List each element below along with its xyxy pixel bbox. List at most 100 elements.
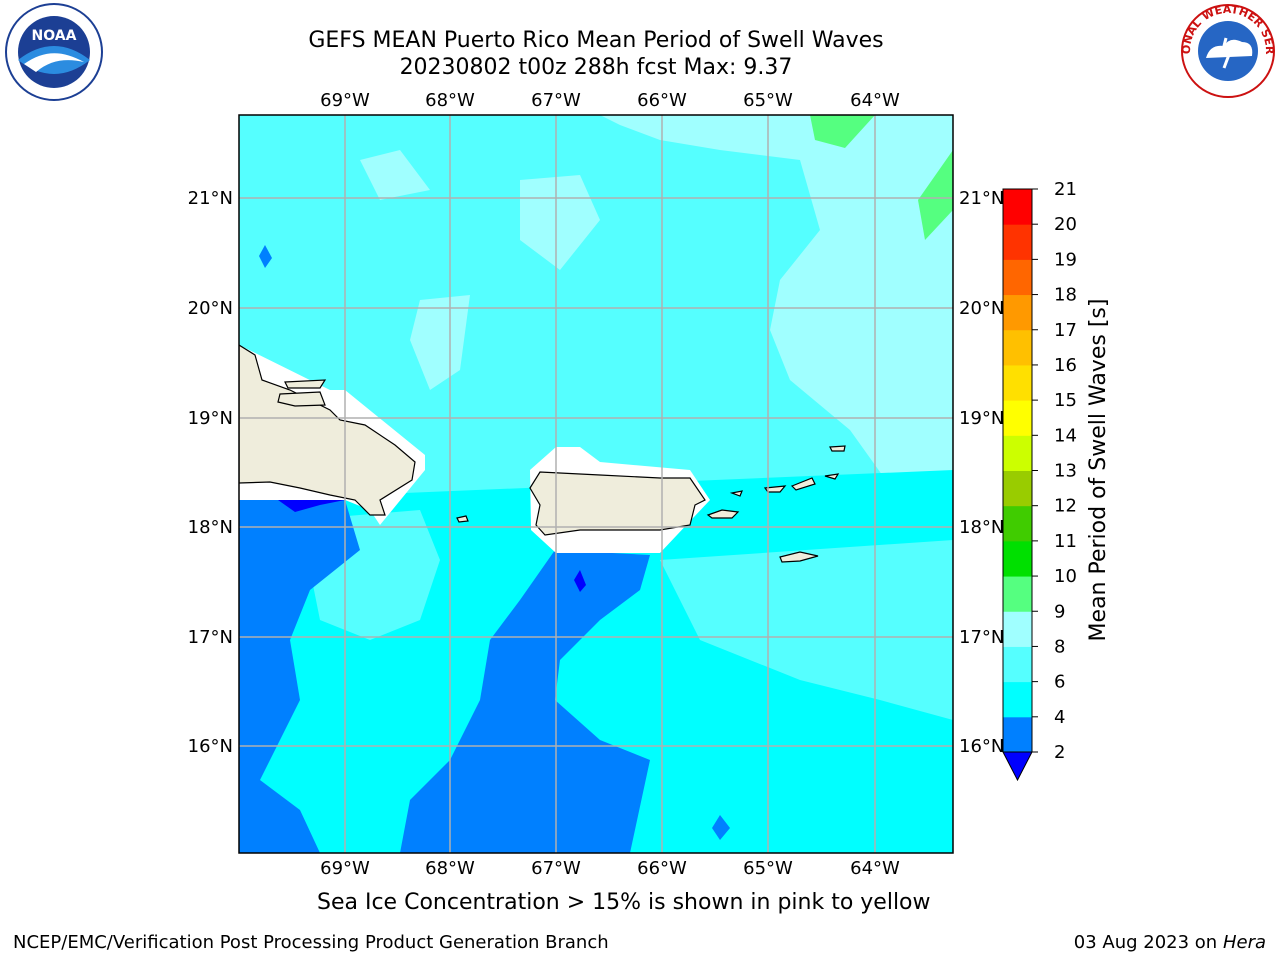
colorbar-tick-label: 13	[1054, 461, 1077, 482]
colorbar-tick-label: 10	[1054, 566, 1077, 587]
latitude-labels-right: 21°N 20°N 19°N 18°N 17°N 16°N	[959, 188, 1004, 757]
hispaniola-land	[239, 344, 416, 516]
island-vieques	[706, 509, 740, 519]
map-subtitle: 20230802 t00z 288h fcst Max: 9.37	[399, 55, 793, 80]
contour-8-southeast	[660, 540, 953, 720]
colorbar: 2 4 6 8 9 10 11 12 13 14 15 16 17 18 19 20 21	[1002, 179, 1077, 782]
colorbar-segment	[1003, 576, 1032, 612]
lat-label-right: 16°N	[959, 736, 1004, 757]
contour-4-6-spot	[712, 815, 730, 840]
colorbar-tick-label: 19	[1054, 249, 1077, 270]
island-culebra	[729, 490, 743, 497]
date-stamp: 03 Aug 2023 on Hera	[1074, 932, 1266, 953]
contour-2-4-west	[278, 500, 345, 512]
colorbar-tick-label: 12	[1054, 496, 1077, 517]
contour-4-6-central	[400, 550, 650, 853]
lon-label-top: 66°W	[637, 90, 687, 111]
colorbar-segment	[1003, 259, 1032, 296]
contour-4-6-west	[239, 500, 360, 853]
machine-name: Hera	[1222, 932, 1266, 953]
island-tortuga	[284, 379, 327, 389]
lon-label-bottom: 64°W	[850, 858, 900, 879]
noaa-logo: NOAA	[5, 3, 103, 101]
colorbar-segment	[1003, 646, 1032, 683]
colorbar-tick-label: 4	[1054, 707, 1065, 728]
colorbar-tick-label: 17	[1054, 320, 1077, 341]
colorbar-segment	[1003, 611, 1032, 647]
colorbar-segment	[1003, 681, 1032, 718]
colorbar-segment	[1003, 329, 1032, 366]
lat-label-right: 17°N	[959, 627, 1004, 648]
lon-label-top: 69°W	[320, 90, 370, 111]
longitude-labels-bottom: 69°W 68°W 67°W 66°W 65°W 64°W	[320, 858, 900, 879]
lat-label-left: 16°N	[188, 736, 233, 757]
contour-4-6-north	[259, 245, 272, 268]
colorbar-tick-label: 21	[1054, 179, 1077, 200]
lat-label-left: 17°N	[188, 627, 233, 648]
lat-label-left: 21°N	[188, 188, 233, 209]
lat-label-right: 20°N	[959, 298, 1004, 319]
credit-text: NCEP/EMC/Verification Post Processing Pr…	[13, 932, 609, 953]
colorbar-segment	[1003, 364, 1032, 401]
island-virgin-gorda	[824, 473, 840, 480]
contour-9-10-north	[810, 115, 875, 148]
lon-label-top: 68°W	[425, 90, 475, 111]
colorbar-segment	[1003, 470, 1032, 507]
lon-label-bottom: 65°W	[743, 858, 793, 879]
sea-ice-caption: Sea Ice Concentration > 15% is shown in …	[317, 890, 931, 915]
lat-label-right: 19°N	[959, 408, 1004, 429]
colorbar-tick-label: 8	[1054, 636, 1065, 657]
colorbar-segment	[1003, 400, 1032, 436]
lon-label-top: 65°W	[743, 90, 793, 111]
colorbar-tick-label: 18	[1054, 285, 1077, 306]
colorbar-tick-label: 15	[1054, 390, 1077, 411]
island-st-thomas	[763, 485, 787, 493]
island-anegada	[829, 445, 846, 452]
colorbar-segment	[1003, 189, 1032, 225]
date-text: 03 Aug 2023 on	[1073, 932, 1218, 953]
colorbar-tick-label: 16	[1054, 355, 1077, 376]
lat-label-left: 19°N	[188, 408, 233, 429]
colorbar-segment	[1003, 505, 1032, 542]
colorbar-tick-label: 20	[1054, 214, 1077, 235]
island-mona	[456, 515, 469, 523]
colorbar-tick-label: 2	[1054, 742, 1065, 763]
lon-label-bottom: 68°W	[425, 858, 475, 879]
contour-8-9-patch3	[410, 295, 470, 390]
swell-period-field	[239, 115, 953, 853]
colorbar-tick-label: 14	[1054, 425, 1077, 446]
island-tortola	[790, 477, 816, 491]
contour-9-10-east	[918, 150, 953, 240]
lat-label-right: 18°N	[959, 517, 1004, 538]
lon-label-top: 67°W	[531, 90, 581, 111]
contour-8-9-patch	[360, 150, 430, 200]
latitude-labels-left: 21°N 20°N 19°N 18°N 17°N 16°N	[188, 188, 233, 757]
lon-label-bottom: 69°W	[320, 858, 370, 879]
lat-label-right: 21°N	[959, 188, 1004, 209]
colorbar-tick-label: 9	[1054, 601, 1065, 622]
island-st-croix	[779, 551, 819, 563]
longitude-labels-top: 69°W 68°W 67°W 66°W 65°W 64°W	[320, 90, 900, 111]
colorbar-segment	[1003, 435, 1032, 471]
colorbar-tick-label: 6	[1054, 672, 1065, 693]
lat-label-left: 18°N	[188, 517, 233, 538]
lon-label-bottom: 66°W	[637, 858, 687, 879]
colorbar-segment	[1003, 294, 1032, 331]
colorbar-tick-label: 11	[1054, 531, 1077, 552]
lat-label-left: 20°N	[188, 298, 233, 319]
contour-2-4-central	[574, 570, 586, 592]
lon-label-bottom: 67°W	[531, 858, 581, 879]
lon-label-top: 64°W	[850, 90, 900, 111]
colorbar-segment	[1003, 540, 1032, 577]
colorbar-segment	[1003, 224, 1032, 260]
nws-logo: NATIONAL WEATHER SERVICE	[1176, 2, 1276, 98]
map-frame	[238, 114, 954, 854]
svg-text:NOAA: NOAA	[32, 28, 77, 44]
colorbar-label: Mean Period of Swell Waves [s]	[1086, 299, 1111, 642]
colorbar-segment	[1003, 716, 1032, 753]
island-hispaniola-north	[277, 391, 326, 407]
colorbar-extend-arrow	[1002, 751, 1033, 782]
map-title: GEFS MEAN Puerto Rico Mean Period of Swe…	[308, 28, 884, 53]
graticule	[239, 115, 953, 853]
